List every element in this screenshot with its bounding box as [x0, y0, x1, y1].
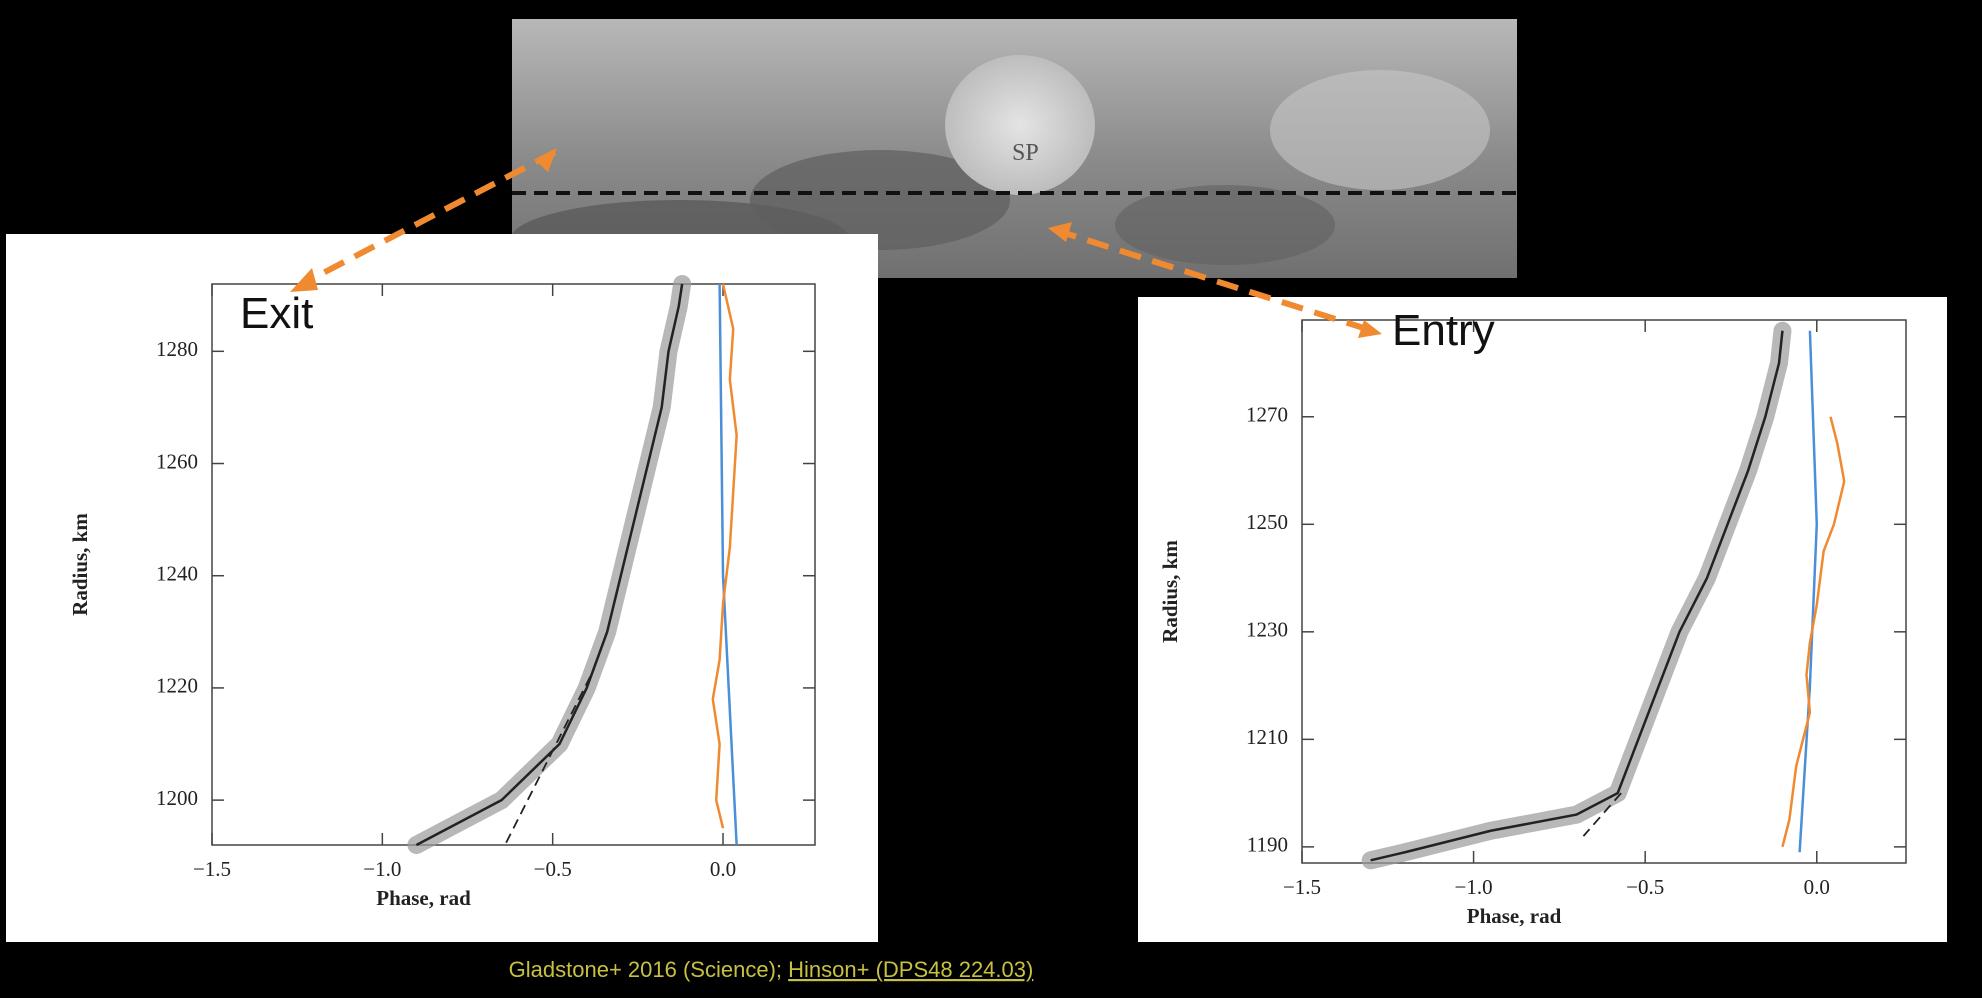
y-tick-label: 1200 — [156, 786, 198, 810]
y-tick-label: 1220 — [156, 674, 198, 698]
annotation: Exit — [240, 289, 313, 338]
y-axis-label: Radius, km — [68, 513, 92, 616]
map-label: SP — [1012, 140, 1039, 166]
y-tick-label: 1260 — [156, 449, 198, 473]
caption-source: Gladstone+ 2016 (Science); — [509, 957, 788, 982]
x-axis-label: Phase, rad — [376, 886, 471, 910]
map-bright-region — [1270, 70, 1490, 190]
map-dark-region — [1115, 185, 1335, 265]
x-tick-label: −1.5 — [1283, 875, 1321, 899]
caption-link: Hinson+ (DPS48 224.03) — [788, 957, 1033, 982]
slide: SP −1.5 −1.0 −0.5 0.0 1200 1220 1240 1260 1280 Ph… — [0, 0, 1982, 998]
y-tick-label: 1280 — [156, 337, 198, 361]
x-tick-label: −1.5 — [193, 857, 231, 881]
x-tick-label: 0.0 — [710, 857, 736, 881]
y-axis-label: Radius, km — [1158, 540, 1182, 643]
y-tick-label: 1190 — [1247, 833, 1288, 857]
x-axis-label: Phase, rad — [1467, 904, 1562, 928]
annotation: Entry — [1392, 306, 1495, 355]
x-tick-label: −0.5 — [534, 857, 572, 881]
x-tick-label: −0.5 — [1626, 875, 1664, 899]
x-tick-label: −1.0 — [1455, 875, 1493, 899]
x-tick-label: −1.0 — [363, 857, 401, 881]
y-tick-label: 1230 — [1246, 618, 1288, 642]
page: {"chart_data": [ {"type": "line", "annot… — [0, 0, 1982, 998]
y-tick-label: 1250 — [1246, 510, 1288, 534]
y-tick-label: 1240 — [156, 562, 198, 586]
caption: Gladstone+ 2016 (Science); Hinson+ (DPS4… — [509, 957, 1034, 982]
x-tick-label: 0.0 — [1804, 875, 1830, 899]
y-tick-label: 1270 — [1246, 403, 1288, 427]
map-bright-region — [945, 55, 1095, 195]
y-tick-label: 1210 — [1246, 725, 1288, 749]
